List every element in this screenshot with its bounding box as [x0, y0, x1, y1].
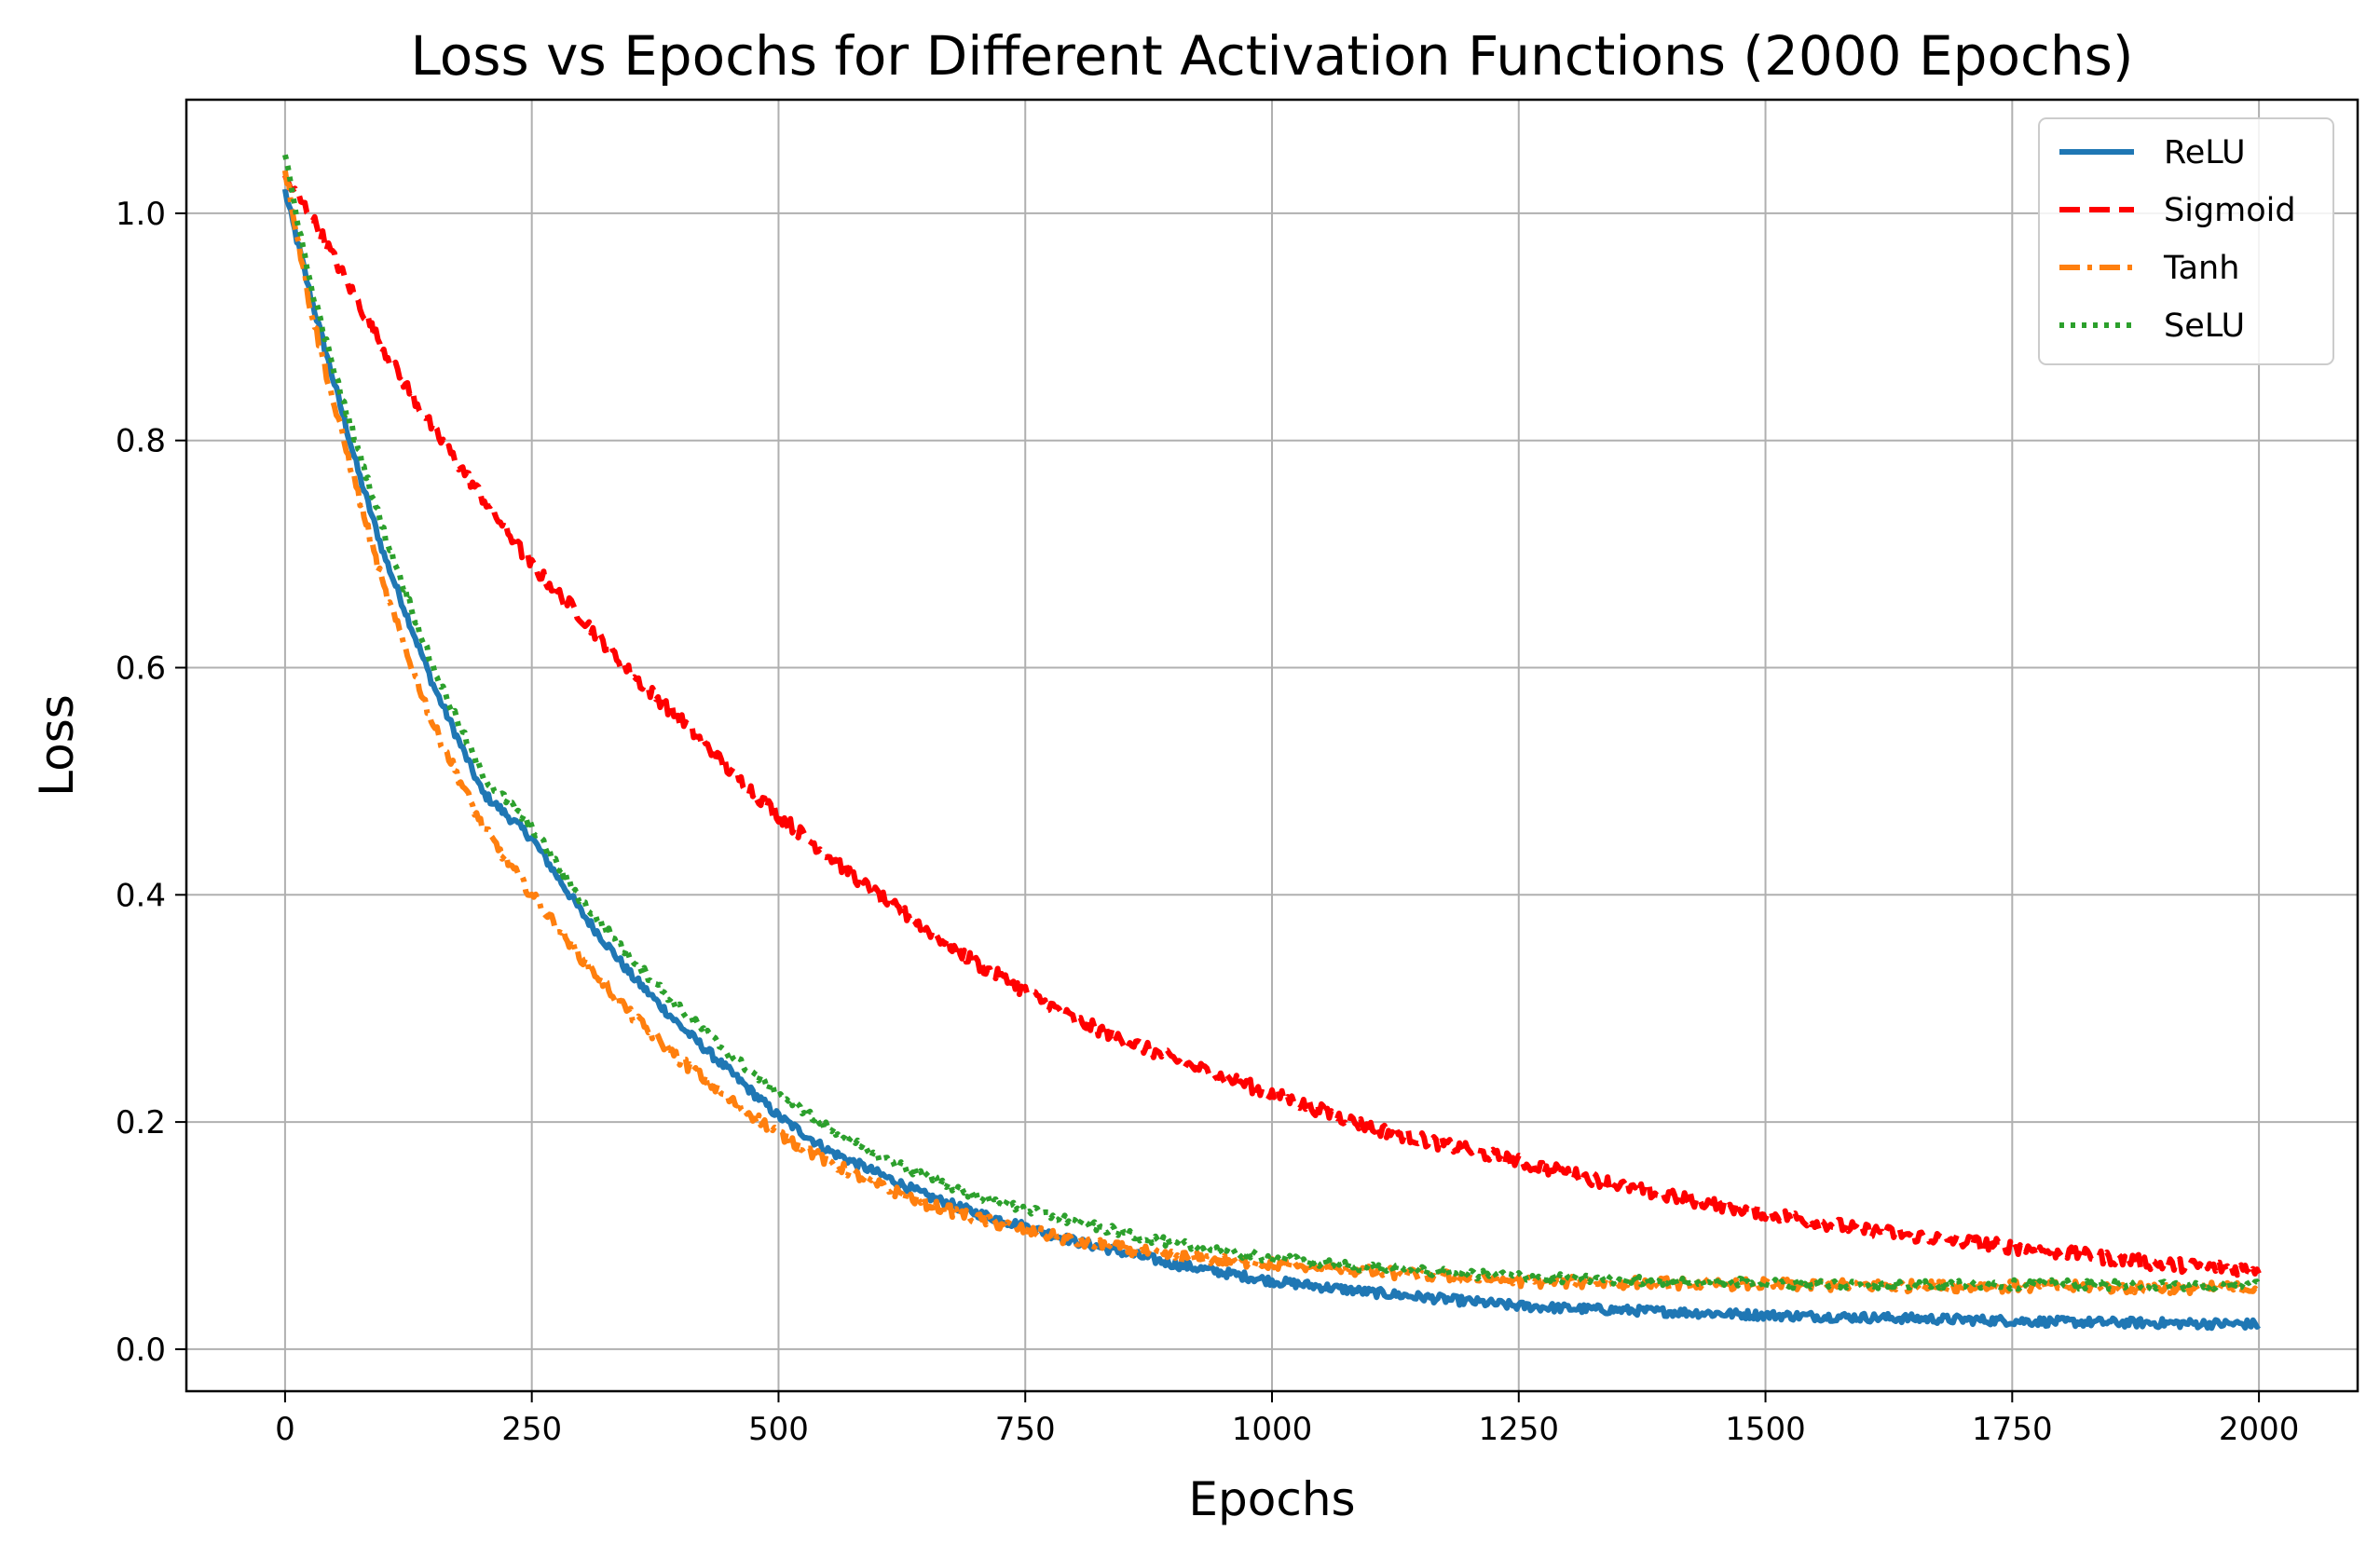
y-tick-label: 0.6 [116, 649, 166, 687]
chart-title: Loss vs Epochs for Different Activation … [411, 24, 2134, 88]
legend-label-sigmoid: Sigmoid [2164, 192, 2296, 229]
y-tick-label: 0.2 [116, 1104, 166, 1141]
x-tick-label: 2000 [2219, 1411, 2300, 1448]
x-tick-label: 1750 [1972, 1411, 2053, 1448]
legend: ReLU Sigmoid Tanh SeLU [2038, 117, 2334, 365]
y-tick-label: 1.0 [116, 196, 166, 233]
series-line-relu [281, 188, 2261, 1332]
series-line-sigmoid [282, 174, 2262, 1278]
axis-ticks: 0 250 500 750 1000 1250 1500 1750 2000 0.0 0.2 0.4 0… [116, 196, 2299, 1448]
series-lines [281, 154, 2262, 1332]
x-tick-label: 1250 [1479, 1411, 1560, 1448]
x-tick-label: 250 [501, 1411, 562, 1448]
legend-label-selu: SeLU [2164, 308, 2245, 345]
legend-box [2038, 117, 2334, 365]
y-axis-label: Loss [30, 694, 84, 797]
x-tick-label: 750 [995, 1411, 1056, 1448]
x-tick-label: 1500 [1725, 1411, 1806, 1448]
y-tick-label: 0.4 [116, 877, 166, 914]
x-tick-label: 500 [748, 1411, 809, 1448]
x-tick-label: 0 [275, 1411, 295, 1448]
legend-label-relu: ReLU [2164, 134, 2246, 171]
x-tick-label: 1000 [1232, 1411, 1313, 1448]
y-tick-label: 0.0 [116, 1332, 166, 1369]
series-line-selu [281, 154, 2262, 1293]
x-axis-label: Epochs [1188, 1472, 1355, 1526]
y-tick-label: 0.8 [116, 423, 166, 460]
legend-label-tanh: Tanh [2163, 250, 2239, 287]
